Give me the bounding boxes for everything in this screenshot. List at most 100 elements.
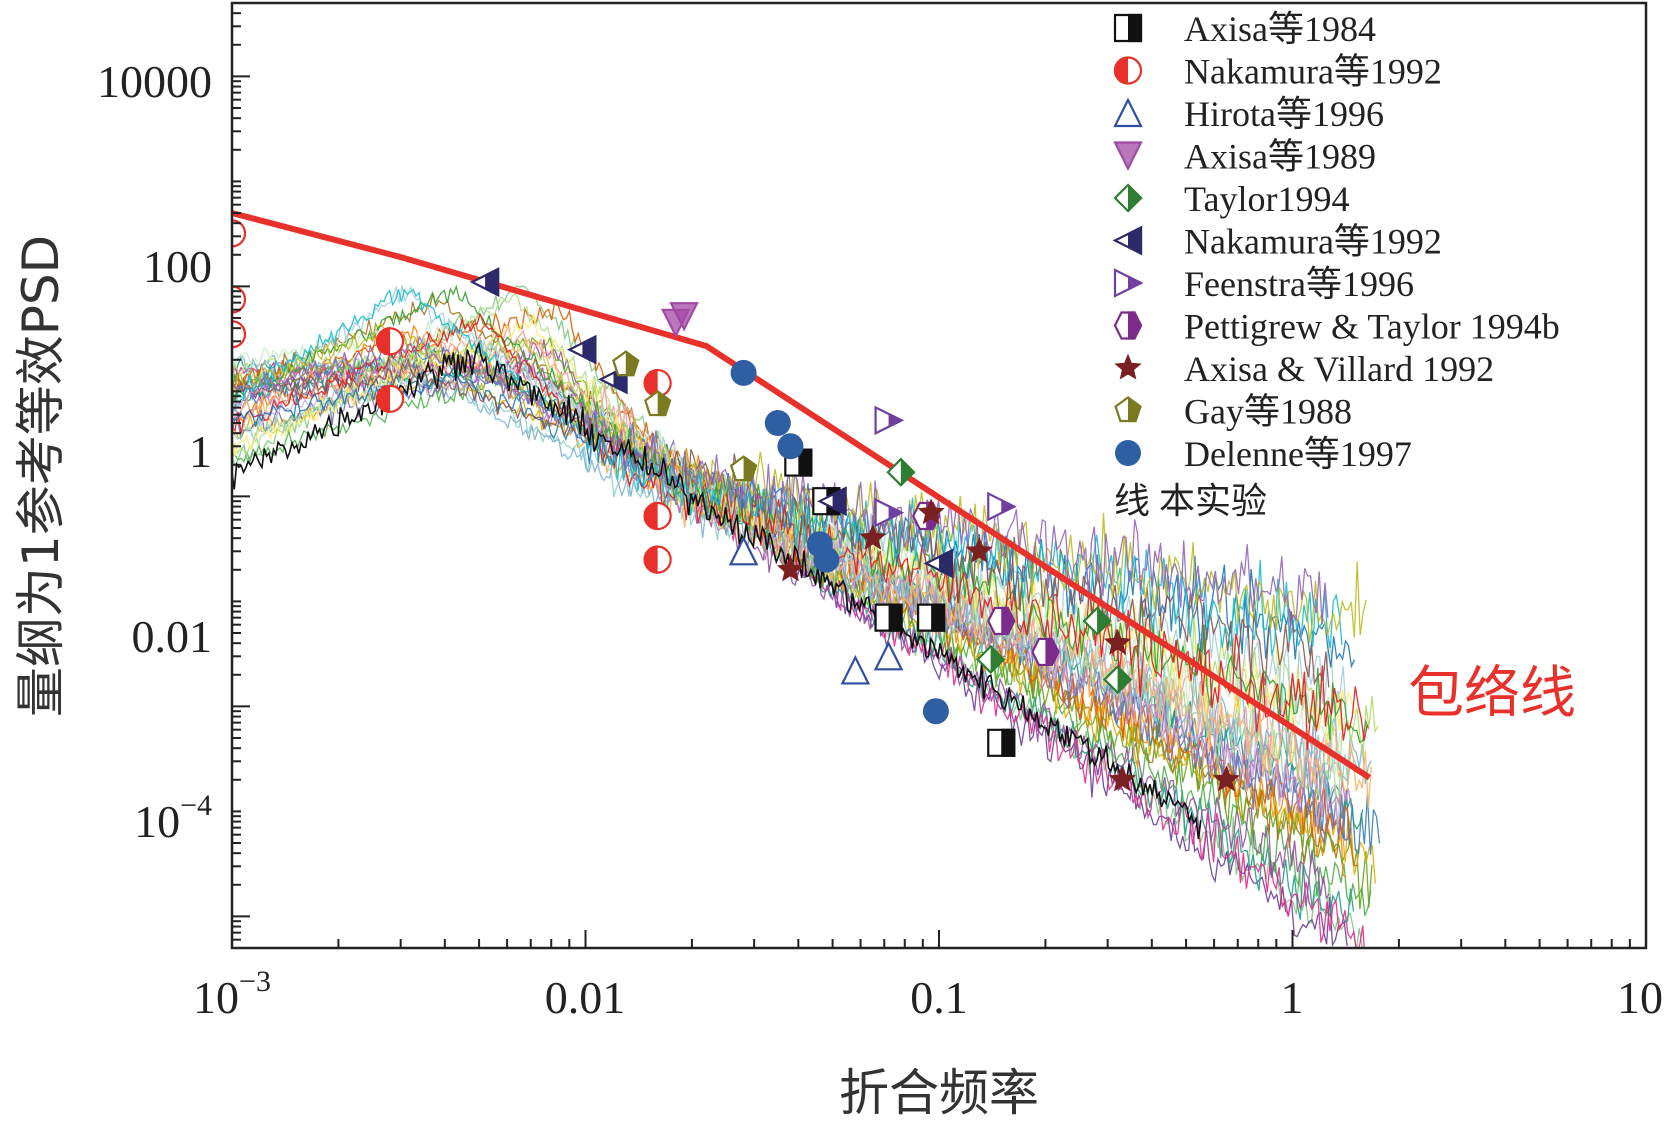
legend-marker-triangle-right-fill: [1128, 275, 1144, 291]
marker-circle: [764, 410, 791, 436]
marker-star: [1108, 765, 1136, 792]
test-curve: [232, 314, 1358, 743]
marker-hexagon-half: [987, 606, 1016, 636]
marker-diamond-half: [976, 644, 1006, 674]
marker-pentagon-half-fill: [625, 350, 640, 377]
x-tick-labels: 10−3 0.01 0.1 1 10: [193, 965, 1663, 1023]
marker-circle-half: [375, 384, 405, 413]
test-curves: [232, 284, 1381, 948]
test-curve: [232, 312, 1368, 750]
marker-pentagon-half: [729, 455, 758, 482]
marker-square-fill: [1001, 728, 1016, 757]
x-tick-label-0.01: 0.01: [545, 972, 626, 1023]
marker-diamond-half: [1103, 665, 1133, 695]
marker-circle-half: [375, 327, 405, 356]
legend-marker-triangle-right: [1113, 268, 1144, 298]
test-curve: [232, 336, 1372, 809]
marker-diamond-half-fill: [1097, 606, 1112, 636]
marker-circle: [922, 698, 949, 725]
legend-label: Axisa等1984: [1184, 9, 1376, 49]
marker-circle-half: [643, 545, 672, 574]
marker-circle-half-fill: [643, 368, 658, 398]
marker-triangle-left-fill: [485, 267, 500, 297]
marker-pentagon-half-fill: [743, 455, 758, 482]
marker-circle-half: [643, 368, 672, 398]
reference-markers: [232, 219, 1240, 792]
y-tick-label-1e-4: 10−4: [134, 789, 212, 847]
marker-triangle-right: [874, 497, 905, 528]
marker-triangle-left: [817, 486, 847, 516]
marker-hexagon-half-fill: [1045, 637, 1060, 667]
legend-label: Nakamura等1992: [1184, 52, 1442, 92]
marker-triangle-right-fill: [1001, 498, 1017, 515]
test-curve: [232, 322, 1367, 643]
legend-marker-triangle-left-fill: [1128, 225, 1143, 256]
y-tick-labels: 10000 100 1 0.01 10−4: [97, 56, 212, 847]
y-tick-label-0.01: 0.01: [132, 611, 213, 662]
y-tick-label-1: 1: [189, 426, 212, 477]
marker-star: [1212, 765, 1240, 792]
legend-label: Hirota等1996: [1184, 94, 1384, 134]
marker-triangle-up: [873, 640, 904, 671]
legend: Axisa等1984Nakamura等1992Hirota等1996Axisa等…: [1112, 9, 1560, 474]
x-tick-label-1e-3: 10−3: [193, 965, 271, 1023]
x-tick-label-0.1: 0.1: [910, 972, 968, 1023]
marker-pentagon-half-fill: [657, 390, 672, 417]
marker-triangle-up: [728, 535, 759, 566]
marker-circle: [730, 359, 757, 386]
marker-square-fill: [888, 603, 903, 632]
marker-triangle-left: [923, 548, 954, 579]
legend-marker-star: [1114, 353, 1142, 380]
marker-hexagon-half-fill: [1001, 606, 1016, 636]
marker-triangle-right-fill: [888, 412, 905, 429]
marker-circle-half: [232, 285, 247, 314]
plot-frame: [230, 1, 1648, 950]
marker-circle-half-fill: [375, 327, 391, 356]
marker-square: [874, 603, 903, 632]
legend-marker-hexagon-half: [1113, 311, 1143, 340]
marker-triangle-up: [840, 654, 871, 685]
marker-diamond-half-fill: [1117, 665, 1133, 695]
legend-marker-triangle-down: [1113, 141, 1143, 171]
marker-circle: [813, 546, 840, 573]
legend-label: Gay等1988: [1184, 392, 1352, 432]
marker-triangle-down: [669, 302, 699, 332]
marker-square-fill: [931, 603, 946, 632]
marker-circle: [777, 433, 804, 460]
legend-label: Taylor1994: [1184, 179, 1349, 219]
test-curve: [232, 320, 1347, 780]
test-curve: [232, 341, 1202, 840]
x-tick-label-1: 1: [1281, 972, 1304, 1023]
legend-marker-hexagon-half-fill: [1128, 311, 1143, 340]
marker-triangle-left-fill: [582, 334, 597, 365]
marker-circle-half-fill: [643, 545, 658, 574]
marker-pentagon-half: [612, 350, 640, 377]
legend-label: Axisa & Villard 1992: [1184, 349, 1494, 389]
test-curve: [232, 285, 1365, 948]
legend-marker-circle-half-fill: [1113, 56, 1128, 85]
marker-diamond-half: [1082, 606, 1112, 636]
marker-square: [917, 603, 946, 632]
marker-triangle-left-fill: [832, 486, 847, 516]
marker-circle-half-fill: [375, 384, 391, 413]
marker-hexagon-half: [1031, 637, 1060, 667]
legend-label: Feenstra等1996: [1184, 264, 1414, 304]
legend-marker-square: [1113, 13, 1143, 43]
marker-diamond-half-fill: [990, 644, 1006, 674]
marker-triangle-left: [566, 334, 597, 365]
marker-circle-half-fill: [643, 501, 658, 531]
legend-marker-circle-half: [1113, 56, 1143, 85]
marker-diamond-half: [886, 457, 916, 487]
marker-diamond-half-fill: [900, 457, 916, 487]
y-tick-label-100: 100: [143, 241, 212, 292]
marker-circle-half-outline: [232, 219, 247, 248]
marker-triangle-right-fill: [888, 504, 905, 521]
y-axis-title: 量纲为1参考等效PSD: [12, 235, 70, 717]
legend-marker-diamond-half: [1113, 183, 1143, 213]
x-tick-label-10: 10: [1617, 972, 1663, 1023]
test-curve: [232, 335, 1329, 628]
marker-star: [917, 498, 945, 525]
axis-ticks: [231, 2, 1647, 949]
marker-star: [965, 536, 993, 563]
